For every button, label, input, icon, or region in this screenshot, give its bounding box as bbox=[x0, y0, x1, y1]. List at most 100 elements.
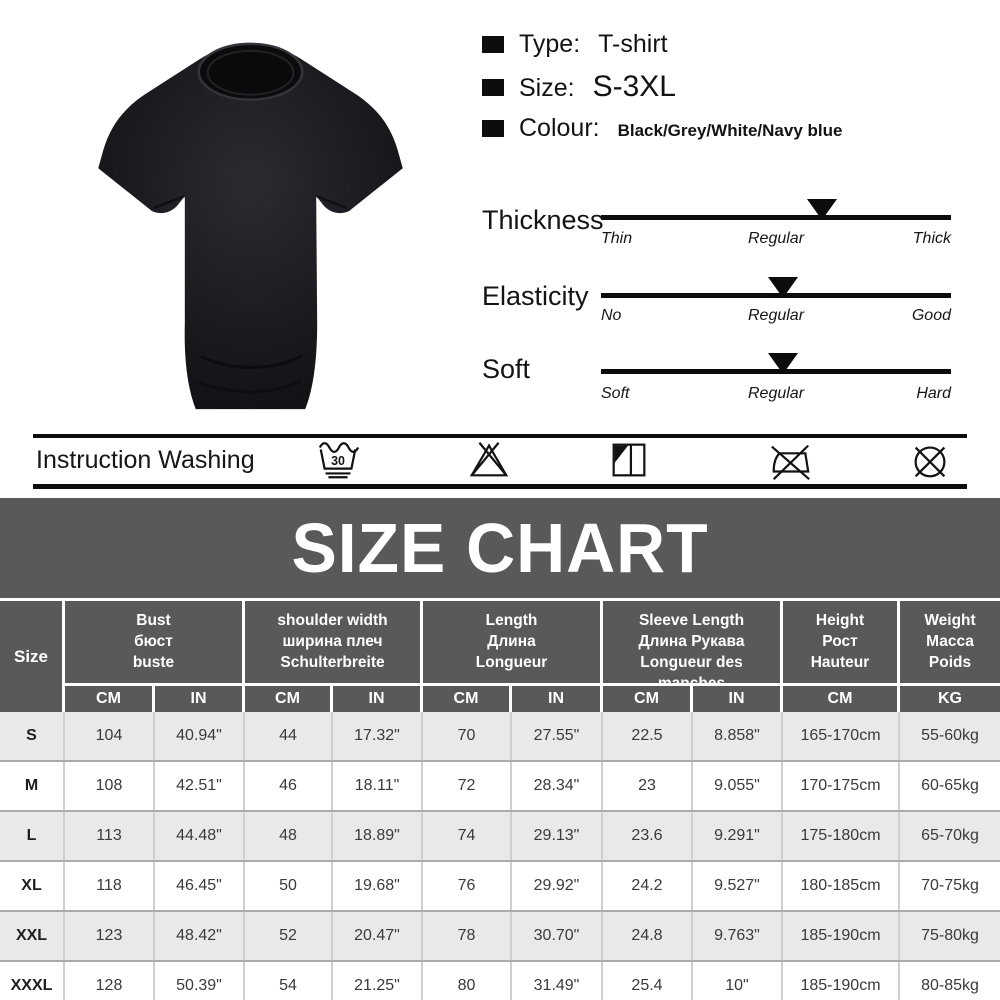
cell-size: XL bbox=[0, 862, 65, 910]
scale-label-mid: Regular bbox=[747, 385, 805, 402]
thickness-track bbox=[601, 199, 951, 220]
cell-value: 46 bbox=[245, 762, 333, 810]
cell-value: 65-70kg bbox=[921, 827, 979, 844]
cell-value: 27.55" bbox=[512, 712, 603, 760]
cell-value: 165-170cm bbox=[783, 712, 900, 760]
unit-header: IN bbox=[155, 683, 245, 712]
cell-value: 23.6 bbox=[603, 812, 693, 860]
cell-value: 55-60kg bbox=[921, 727, 979, 744]
spec-row-size: Size: S-3XL bbox=[482, 70, 676, 104]
cell-value: 31.49" bbox=[512, 962, 603, 1000]
cell-value: 44 bbox=[245, 712, 333, 760]
unit-header: CM bbox=[423, 683, 512, 712]
cell-value: 8.858" bbox=[693, 712, 783, 760]
cell-value: 75-80kg bbox=[921, 927, 979, 944]
cell-value: 76 bbox=[423, 862, 512, 910]
table-row: S 104 40.94" 44 17.32" 70 27.55" 22.5 8.… bbox=[0, 712, 1000, 760]
cell-value: 50.39" bbox=[155, 962, 245, 1000]
slider-name-soft: Soft bbox=[482, 354, 531, 384]
size-chart-table: Size Bust бюст buste shoulder width шири… bbox=[0, 601, 1000, 1000]
table-header: Size Bust бюст buste shoulder width шири… bbox=[0, 601, 1000, 712]
cell-value: 23 bbox=[603, 762, 693, 810]
cell-value: 17.32" bbox=[333, 712, 423, 760]
soft-track bbox=[601, 353, 951, 374]
cell-value: 78 bbox=[423, 912, 512, 960]
table-row: XXL 123 48.42" 52 20.47" 78 30.70" 24.8 … bbox=[0, 910, 1000, 960]
cell-value: 70 bbox=[423, 712, 512, 760]
unit-header: CM bbox=[65, 683, 155, 712]
col-header-shoulder-width: shoulder width ширина плеч Schulterbreit… bbox=[245, 601, 423, 683]
do-not-iron-icon bbox=[767, 437, 813, 483]
elasticity-scale-labels: No Regular Good bbox=[601, 307, 951, 325]
cell-value: 9.527" bbox=[693, 862, 783, 910]
col-header-weight: Weight Масса Poids bbox=[900, 601, 1000, 683]
cell-value: 185-190cm bbox=[783, 962, 900, 1000]
cell-value: 29.92" bbox=[512, 862, 603, 910]
soft-marker-icon bbox=[768, 353, 798, 374]
spec-value: S-3XL bbox=[592, 70, 676, 103]
scale-label-right: Good bbox=[911, 307, 951, 324]
svg-text:30: 30 bbox=[331, 454, 345, 468]
cell-value: 80 bbox=[423, 962, 512, 1000]
unit-header: CM bbox=[783, 683, 900, 712]
slider-name-thickness: Thickness bbox=[482, 205, 604, 235]
table-row: L 113 44.48" 48 18.89" 74 29.13" 23.6 9.… bbox=[0, 810, 1000, 860]
bullet-square-icon bbox=[482, 78, 504, 96]
cell-value: 72 bbox=[423, 762, 512, 810]
cell-value: 60-65kg bbox=[921, 777, 979, 794]
cell-value: 18.11" bbox=[333, 762, 423, 810]
bullet-square-icon bbox=[482, 36, 504, 53]
col-header-height: Height Рост Hauteur bbox=[783, 601, 900, 683]
cell-value: 48.42" bbox=[155, 912, 245, 960]
cell-value: 22.5 bbox=[603, 712, 693, 760]
divider bbox=[33, 434, 967, 438]
cell-value: 128 bbox=[65, 962, 155, 1000]
cell-value: 180-185cm bbox=[783, 862, 900, 910]
cell-value: 108 bbox=[65, 762, 155, 810]
unit-header: KG bbox=[900, 683, 1000, 712]
scale-label-left: No bbox=[601, 307, 622, 324]
spec-label: Size: bbox=[519, 74, 575, 102]
size-chart-title: SIZE CHART bbox=[291, 509, 709, 587]
tshirt-wrinkle bbox=[200, 354, 303, 369]
cell-size: S bbox=[0, 712, 65, 760]
cell-value: 104 bbox=[65, 712, 155, 760]
cell-value: 40.94" bbox=[155, 712, 245, 760]
cell-size: XXL bbox=[0, 912, 65, 960]
cell-value: 20.47" bbox=[333, 912, 423, 960]
cell-value: 74 bbox=[423, 812, 512, 860]
spec-value: Black/Grey/White/Navy blue bbox=[617, 121, 843, 140]
machine-wash-30-icon: 30 bbox=[315, 437, 361, 483]
soft-scale-labels: Soft Regular Hard bbox=[601, 385, 951, 403]
cell-value: 185-190cm bbox=[783, 912, 900, 960]
product-photo-tshirt bbox=[98, 42, 403, 410]
col-header-sleeve-length: Sleeve Length Длина Рукава Longueur des … bbox=[603, 601, 783, 683]
unit-header: IN bbox=[693, 683, 783, 712]
scale-label-right: Hard bbox=[916, 385, 951, 402]
cell-value: 9.763" bbox=[693, 912, 783, 960]
cell-size: M bbox=[0, 762, 65, 810]
cell-value: 80-85kg bbox=[921, 977, 979, 994]
unit-header: CM bbox=[245, 683, 333, 712]
cell-value: 9.291" bbox=[693, 812, 783, 860]
cell-value: 29.13" bbox=[512, 812, 603, 860]
table-row: M 108 42.51" 46 18.11" 72 28.34" 23 9.05… bbox=[0, 760, 1000, 810]
table-row: XXXL 128 50.39" 54 21.25" 80 31.49" 25.4… bbox=[0, 960, 1000, 1000]
cell-value: 30.70" bbox=[512, 912, 603, 960]
unit-header: CM bbox=[603, 683, 693, 712]
thickness-scale-labels: Thin Regular Thick bbox=[601, 230, 951, 248]
spec-row-colour: Colour: Black/Grey/White/Navy blue bbox=[482, 114, 842, 143]
elasticity-track bbox=[601, 277, 951, 298]
cell-value: 19.68" bbox=[333, 862, 423, 910]
scale-label-left: Thin bbox=[601, 230, 633, 247]
scale-label-right: Thick bbox=[912, 230, 951, 247]
cell-value: 24.8 bbox=[603, 912, 693, 960]
cell-value: 52 bbox=[245, 912, 333, 960]
cell-value: 46.45" bbox=[155, 862, 245, 910]
cell-value: 9.055" bbox=[693, 762, 783, 810]
col-header-bust: Bust бюст buste bbox=[65, 601, 245, 683]
washing-instructions-label: Instruction Washing bbox=[36, 446, 255, 474]
dry-in-shade-icon bbox=[606, 437, 652, 483]
spec-label: Colour: bbox=[519, 114, 600, 142]
